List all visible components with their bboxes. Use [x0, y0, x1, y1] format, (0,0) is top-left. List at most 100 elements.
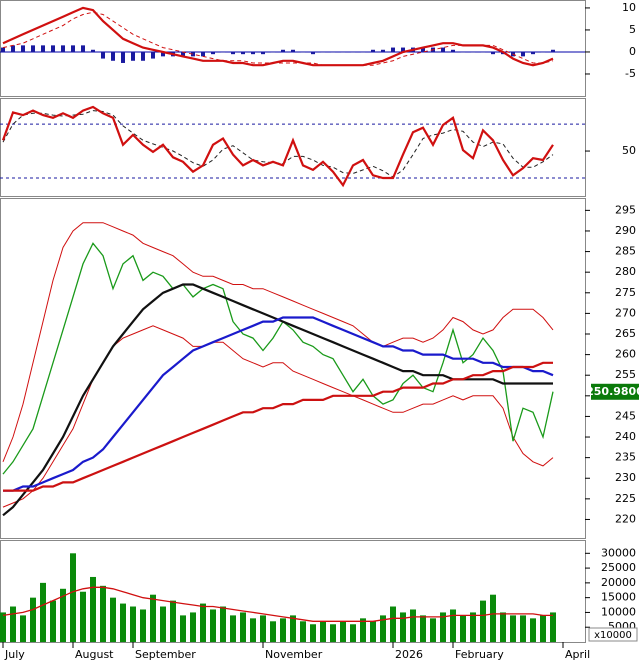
histogram-bar: [11, 45, 15, 52]
histogram-bar: [371, 49, 375, 52]
y-tick-label: 0: [629, 45, 636, 58]
volume-bar: [460, 615, 466, 642]
volume-bar: [330, 624, 336, 642]
volume-bar: [450, 609, 456, 642]
y-tick-label: 50: [622, 144, 636, 157]
volume-bar: [220, 606, 226, 642]
histogram-bar: [331, 51, 335, 53]
y-tick-label: 240: [615, 430, 636, 443]
volume-bar: [240, 612, 246, 642]
volume-bar: [70, 553, 76, 642]
histogram-bar: [71, 45, 75, 52]
volume-bar: [550, 612, 556, 642]
y-tick-label: 280: [615, 265, 636, 278]
volume-bar: [100, 585, 106, 642]
histogram-bar: [111, 51, 115, 61]
histogram-bar: [131, 51, 135, 61]
histogram-bar: [191, 51, 195, 57]
series-line: [2, 6, 554, 67]
y-tick-label: 235: [615, 451, 636, 464]
histogram-bar: [531, 51, 535, 55]
volume-bar: [480, 600, 486, 642]
volume-bar: [250, 618, 256, 642]
volume-bar: [370, 621, 376, 642]
histogram-bar: [441, 47, 445, 52]
histogram-bar: [351, 51, 355, 53]
y-tick-label: 10: [622, 1, 636, 14]
histogram-bar: [281, 49, 285, 52]
volume-bar: [90, 576, 96, 642]
histogram-bar: [201, 51, 205, 57]
volume-bar: [410, 609, 416, 642]
series-line: [3, 316, 554, 492]
histogram-bar: [81, 45, 85, 52]
volume-bar: [150, 594, 156, 642]
y-tick-label: 15000: [601, 591, 636, 604]
last-price-box: [591, 383, 639, 400]
y-tick-label: 260: [615, 348, 636, 361]
y-tick-label: 10000: [601, 605, 636, 618]
series-line: [2, 11, 554, 66]
histogram-bar: [461, 51, 465, 53]
histogram-bar: [481, 51, 485, 53]
x-tick-label: November: [265, 648, 323, 661]
volume-bar: [470, 612, 476, 642]
histogram-bar: [51, 45, 55, 52]
histogram-bar: [211, 51, 215, 55]
y-tick-label: 275: [615, 286, 636, 299]
volume-bar: [400, 612, 406, 642]
unit-label: x10000: [594, 630, 632, 641]
histogram-bar: [31, 45, 35, 52]
histogram-bar: [1, 47, 5, 52]
volume-bar: [380, 615, 386, 642]
histogram-bar: [541, 51, 545, 53]
volume-bar: [10, 606, 16, 642]
x-tick-label: July: [4, 648, 25, 661]
volume-bar: [390, 606, 396, 642]
volume-bar: [280, 618, 286, 642]
y-tick-label: 285: [615, 245, 636, 258]
volume-bar: [300, 621, 306, 642]
histogram-bar: [91, 49, 95, 52]
histogram-bar: [241, 51, 245, 55]
volume-bar: [320, 621, 326, 642]
histogram-bar: [341, 51, 345, 53]
y-tick-label: 20000: [601, 576, 636, 589]
volume-bar: [170, 600, 176, 642]
x-tick-label: September: [135, 648, 196, 661]
panel-frame: [0, 0, 586, 97]
histogram-bar: [491, 51, 495, 55]
volume-bar: [520, 615, 526, 642]
y-tick-label: 220: [615, 512, 636, 525]
histogram-bar: [291, 49, 295, 52]
histogram-bar: [61, 45, 65, 52]
volume-bar: [230, 615, 236, 642]
histogram-bar: [101, 51, 105, 59]
volume-bar: [350, 624, 356, 642]
volume-bar: [110, 597, 116, 642]
histogram-bar: [301, 51, 305, 53]
histogram-bar: [551, 49, 555, 52]
histogram-bar: [451, 49, 455, 52]
volume-bar: [30, 597, 36, 642]
panel-frame: [0, 540, 586, 643]
volume-bar: [60, 588, 66, 642]
unit-box: [588, 627, 638, 642]
histogram-bar: [261, 51, 265, 55]
last-price-label: 250.9800: [586, 385, 640, 398]
volume-bar: [0, 612, 6, 642]
y-tick-label: 225: [615, 492, 636, 505]
histogram-bar: [521, 51, 525, 57]
y-tick-label: 290: [615, 224, 636, 237]
volume-bar: [490, 594, 496, 642]
volume-bar: [310, 624, 316, 642]
volume-bar: [130, 606, 136, 642]
series-line: [2, 242, 554, 475]
panel-frame: [0, 198, 586, 539]
histogram-bar: [311, 51, 315, 55]
x-tick-label: 2026: [395, 648, 423, 661]
series-line: [1, 105, 554, 188]
volume-bar: [440, 612, 446, 642]
histogram-bar: [121, 51, 125, 63]
